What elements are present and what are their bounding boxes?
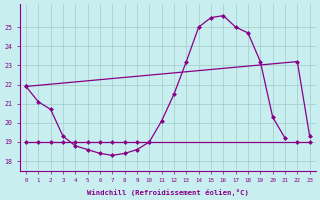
X-axis label: Windchill (Refroidissement éolien,°C): Windchill (Refroidissement éolien,°C): [87, 189, 249, 196]
